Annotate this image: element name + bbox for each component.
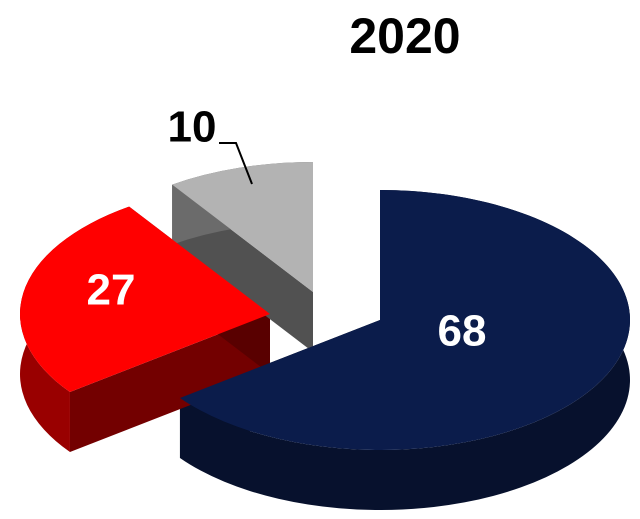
pie-slice-side [69,314,270,452]
pie-data-labels: 68 27 10 [87,103,487,356]
data-label-10: 10 [168,103,217,152]
data-label-68: 68 [438,307,487,356]
pie-slice-top-10 [172,162,313,292]
data-label-27: 27 [87,266,136,315]
pie-slice-tops [19,162,631,450]
pie-slice-top-68 [179,190,631,450]
pie-slice-top-27 [19,206,270,392]
leader-line [219,142,253,185]
chart-title: 2020 [349,8,461,64]
